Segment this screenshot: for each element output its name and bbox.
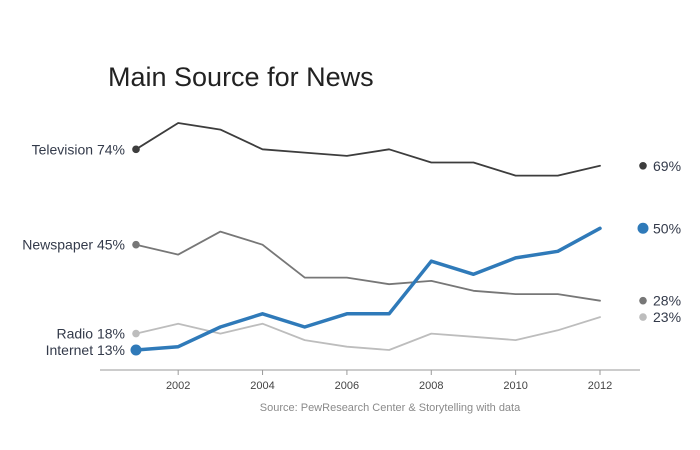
radio-start-dot: [132, 329, 140, 338]
source-note: Source: PewResearch Center & Storytellin…: [260, 402, 521, 414]
newspaper-start-label: Newspaper 45%: [22, 237, 125, 253]
x-axis: 2002 2004 2006 2008 2010 2012: [166, 370, 612, 392]
x-tick-label: 2010: [503, 380, 527, 392]
radio-end-label: 23%: [653, 309, 681, 325]
x-tick-label: 2012: [588, 380, 612, 392]
series-labels: Television 74% 69% Newspaper 45% 28% Radio 1…: [22, 141, 681, 358]
x-tick-label: 2008: [419, 380, 443, 392]
television-start-label: Television 74%: [32, 141, 125, 157]
radio-start-label: Radio 18%: [57, 326, 126, 342]
newspaper-start-dot: [132, 240, 140, 249]
newspaper-end-dot: [639, 296, 647, 305]
internet-line: [134, 226, 602, 352]
internet-end-label: 50%: [653, 220, 681, 236]
x-tick-label: 2006: [335, 380, 359, 392]
television-end-dot: [639, 161, 647, 170]
chart-title: Main Source for News: [108, 62, 374, 92]
x-tick-label: 2004: [250, 380, 274, 392]
series-lines: [134, 122, 602, 352]
internet-start-dot: [130, 344, 142, 356]
television-start-dot: [132, 145, 140, 154]
television-line: [135, 122, 601, 177]
newspaper-line: [135, 230, 601, 302]
radio-end-dot: [639, 313, 647, 321]
television-end-label: 69%: [653, 158, 681, 174]
internet-start-label: Internet 13%: [46, 342, 125, 358]
internet-end-dot: [637, 222, 649, 234]
newspaper-end-label: 28%: [653, 293, 681, 309]
x-tick-label: 2002: [166, 380, 190, 392]
